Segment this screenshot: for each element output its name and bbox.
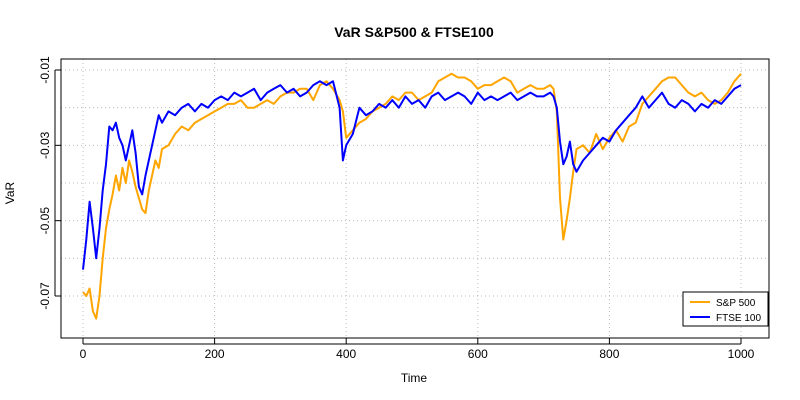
x-tick-label: 400 xyxy=(336,347,356,361)
y-tick-label: -0.05 xyxy=(38,207,52,235)
y-axis: -0.07 -0.05 -0.03 -0.01 xyxy=(38,56,61,310)
series-line-ftse100 xyxy=(82,80,742,270)
series-layer xyxy=(82,72,742,320)
x-tick-label: 800 xyxy=(599,347,619,361)
y-tick-label: -0.07 xyxy=(38,282,52,310)
x-tick-label: 0 xyxy=(80,347,87,361)
x-tick-label: 1000 xyxy=(728,347,755,361)
chart-title: VaR S&P500 & FTSE100 xyxy=(334,24,494,40)
x-axis: 0 200 400 600 800 1000 xyxy=(80,338,755,361)
y-axis-label: VaR xyxy=(3,181,17,204)
series-line-sp500 xyxy=(82,72,742,320)
legend-label-ftse100: FTSE 100 xyxy=(716,313,761,324)
legend-box xyxy=(682,291,769,327)
x-tick-label: 200 xyxy=(205,347,225,361)
legend-label-sp500: S&P 500 xyxy=(716,298,756,309)
x-tick-label: 600 xyxy=(468,347,488,361)
y-tick-label: -0.01 xyxy=(38,56,52,84)
x-axis-label: Time xyxy=(401,371,428,385)
grid xyxy=(61,59,769,338)
legend: S&P 500 FTSE 100 xyxy=(682,291,769,327)
plot-frame xyxy=(60,58,770,339)
y-tick-label: -0.03 xyxy=(38,131,52,159)
